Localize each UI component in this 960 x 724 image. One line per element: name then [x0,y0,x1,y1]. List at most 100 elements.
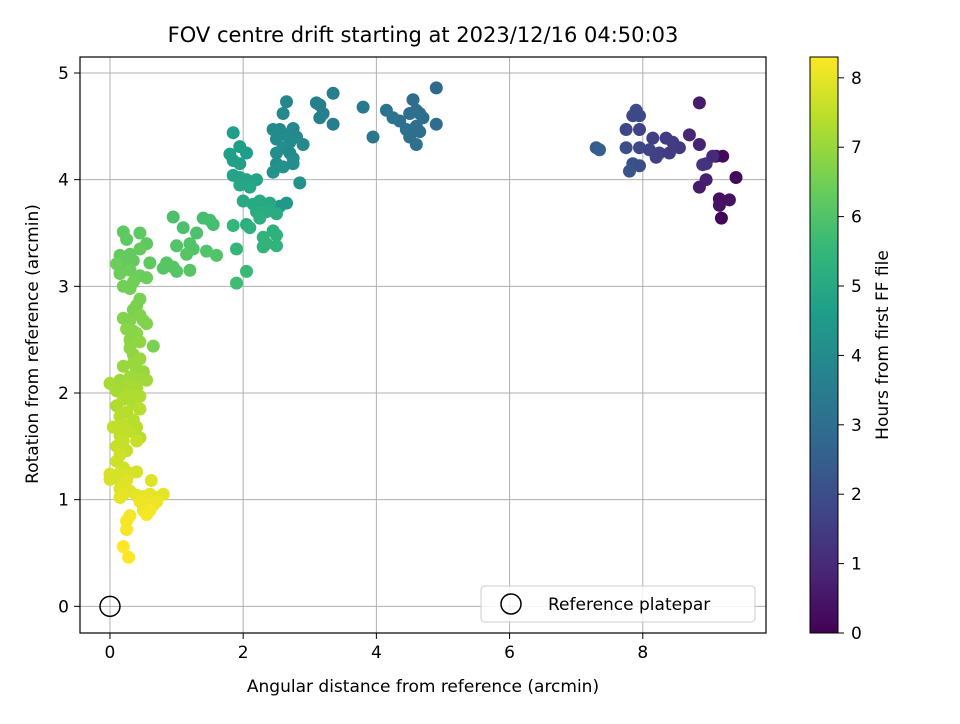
data-point [130,465,144,479]
legend-box [480,585,756,623]
data-point [722,193,736,207]
y-tick-label: 2 [58,384,69,404]
data-point [183,263,197,277]
data-point [170,264,184,278]
data-point [682,128,696,142]
y-tick-label: 3 [58,277,69,297]
data-point [406,93,420,107]
data-point [692,180,706,194]
data-point [230,242,243,256]
data-point [253,211,267,225]
data-point [270,207,283,221]
data-point [716,149,730,163]
colorbar-tick-label: 3 [851,416,862,436]
data-point [729,171,743,184]
data-point [206,218,220,231]
data-point [270,239,283,253]
data-point [240,146,253,160]
data-point [623,164,636,178]
x-axis-label: Angular distance from reference (arcmin) [247,677,599,697]
data-point [296,138,310,151]
colorbar [809,56,839,634]
y-tick-label: 0 [58,597,69,617]
data-point [326,117,340,131]
data-point [403,107,417,120]
data-point [692,138,706,151]
data-point [123,282,137,295]
x-tick-label: 8 [637,643,648,663]
data-point [280,196,293,210]
colorbar-label: Hours from first FF file [873,250,893,440]
x-tick-label: 4 [371,643,382,663]
data-point [593,143,606,157]
data-point [103,472,117,486]
data-point [313,111,327,125]
data-point [110,399,124,413]
data-point [633,159,646,173]
data-point [243,221,257,235]
data-point [144,474,158,487]
data-point [256,240,270,254]
data-point [180,247,194,261]
data-point [176,221,190,235]
data-point [200,244,213,258]
data-point [280,95,293,109]
colorbar-tick-label: 1 [851,555,862,575]
data-point [409,138,423,151]
plot-frame [79,56,767,634]
data-point [266,165,280,179]
data-point [626,109,640,123]
reference-marker [99,595,121,618]
data-point [413,125,427,139]
data-point [140,271,154,285]
data-point [253,194,267,208]
data-point [116,359,130,373]
data-point [326,86,340,100]
data-point [619,141,633,155]
data-point [712,198,726,212]
colorbar-ticks: 0 1 2 3 4 5 6 7 8 [838,69,862,644]
data-point [123,263,137,277]
y-axis-label: Rotation from reference (arcmin) [23,204,43,484]
colorbar-tick-label: 2 [851,485,862,505]
data-point [113,491,127,504]
data-point [646,131,660,145]
legend-marker [500,593,522,615]
colorbar-tick-label: 8 [851,69,862,89]
data-point [226,126,240,140]
data-point [230,276,243,290]
data-point [116,540,130,554]
data-point [133,242,147,256]
data-point [120,523,134,536]
y-tick-label: 5 [58,64,69,84]
data-point [133,335,147,349]
data-point [122,550,136,564]
data-point [706,149,720,163]
data-point [429,117,443,131]
x-tick-label: 2 [238,643,249,663]
data-point [633,123,646,136]
data-point [140,373,154,387]
x-tick-label: 6 [504,643,515,663]
data-point [233,178,247,192]
y-tick-label: 1 [58,491,69,511]
data-point [293,176,307,190]
data-point [146,339,160,353]
legend-label: Reference platepar [548,595,710,615]
data-point [619,123,633,136]
data-point [240,264,253,278]
data-point [170,239,184,253]
x-tick-label: 0 [105,643,116,663]
data-point [123,424,137,438]
data-point [366,130,380,144]
data-point [210,248,223,262]
data-point [276,160,290,174]
data-point [120,232,134,246]
data-points [103,81,743,564]
data-point [233,157,247,171]
data-point [243,180,257,194]
data-point [140,508,154,522]
data-point [236,194,250,208]
data-point [113,267,127,280]
data-point [226,219,240,232]
